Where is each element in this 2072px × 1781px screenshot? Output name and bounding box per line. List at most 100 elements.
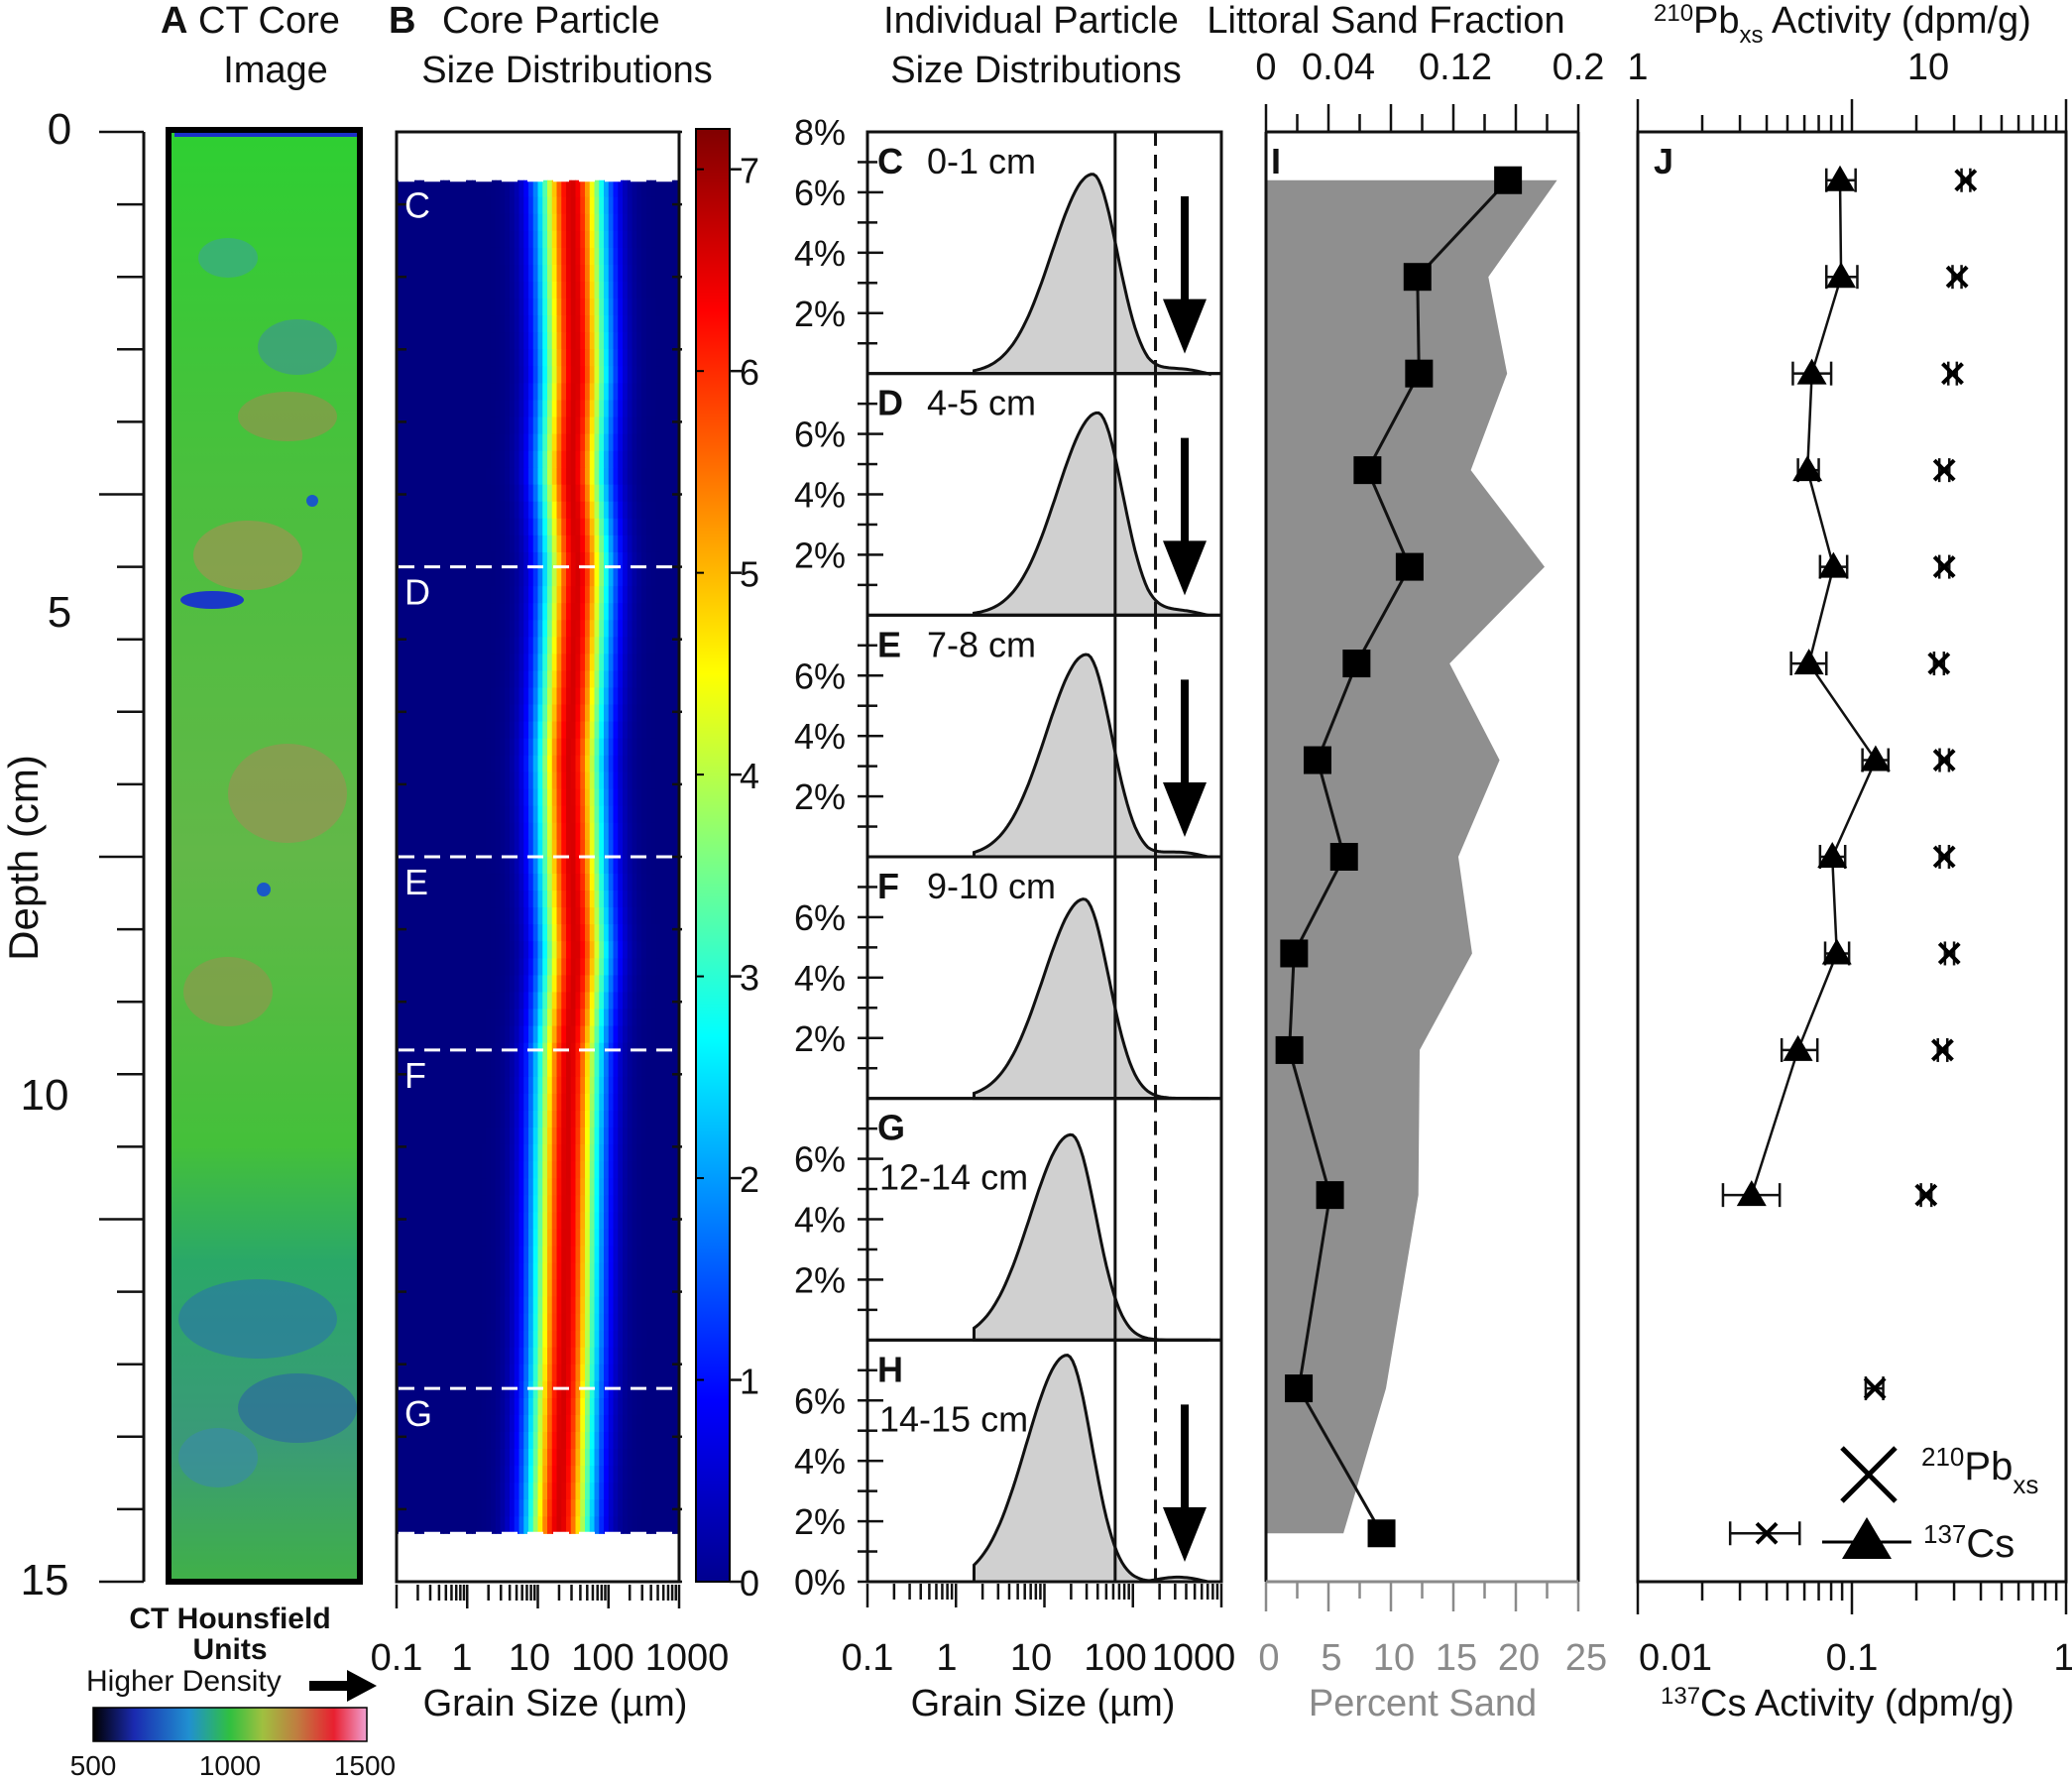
heatmap-cell	[443, 721, 449, 740]
heatmap-cell	[547, 653, 553, 671]
heatmap-cell	[419, 975, 426, 994]
heatmap-cell	[476, 366, 483, 385]
heatmap-cell	[453, 857, 459, 875]
heatmap-cell	[650, 1161, 656, 1179]
heatmap-cell	[585, 704, 591, 723]
heatmap-cell	[401, 230, 407, 249]
heatmap-cell	[438, 1466, 445, 1484]
heatmap-cell	[486, 637, 492, 654]
heatmap-cell	[618, 1093, 624, 1112]
heatmap-cell	[410, 687, 416, 706]
heatmap-cell	[486, 569, 492, 587]
heatmap-cell	[674, 551, 680, 570]
heatmap-cell	[650, 1516, 656, 1534]
heatmap-cell	[585, 1448, 591, 1467]
heatmap-cell	[664, 383, 671, 402]
heatmap-cell	[636, 1380, 642, 1399]
heatmap-cell	[650, 196, 656, 215]
heatmap-cell	[532, 1313, 539, 1332]
heatmap-cell	[467, 1143, 473, 1162]
heatmap-cell	[528, 551, 534, 570]
heatmap-cell	[575, 924, 581, 942]
heatmap-cell	[570, 620, 577, 638]
heatmap-cell	[415, 315, 421, 333]
heatmap-cell	[448, 620, 454, 638]
heatmap-cell	[532, 992, 539, 1010]
heatmap-cell	[627, 1499, 633, 1517]
heatmap-cell	[481, 1059, 487, 1078]
heatmap-cell	[594, 1330, 600, 1349]
heatmap-cell	[462, 534, 468, 553]
heatmap-cell	[457, 738, 464, 757]
heatmap-cell	[580, 907, 586, 925]
heatmap-cell	[613, 1516, 619, 1534]
heatmap-cell	[532, 1516, 539, 1534]
heatmap-cell	[405, 822, 411, 841]
heatmap-cell	[645, 586, 652, 604]
heatmap-cell	[623, 1093, 629, 1112]
heatmap-cell	[636, 1414, 642, 1433]
ct-blob	[238, 392, 337, 441]
heatmap-cell	[632, 1347, 637, 1365]
heatmap-cell	[419, 637, 426, 654]
heatmap-cell	[514, 1431, 520, 1450]
heatmap-cell	[528, 298, 534, 316]
heatmap-cell	[424, 1195, 430, 1213]
heatmap-cell	[495, 822, 502, 841]
heatmap-cell	[467, 1229, 473, 1247]
heatmap-cell	[495, 941, 502, 959]
heatmap-cell	[561, 890, 567, 908]
heatmap-cell	[580, 637, 586, 654]
heatmap-cell	[405, 772, 411, 790]
heatmap-cell	[594, 772, 600, 790]
heatmap-cell	[429, 890, 435, 908]
heatmap-cell	[613, 1246, 619, 1263]
heatmap-cell	[664, 1414, 671, 1433]
heatmap-cell	[505, 282, 511, 299]
heatmap-cell	[532, 213, 539, 232]
heatmap-cell	[505, 670, 511, 689]
heatmap-cell	[556, 1397, 562, 1416]
heatmap-cell	[481, 400, 487, 418]
heatmap-cell	[505, 874, 511, 891]
heatmap-cell	[599, 788, 605, 807]
heatmap-cell	[510, 874, 516, 891]
heatmap-cell	[594, 1262, 600, 1281]
heatmap-cell	[532, 484, 539, 503]
heatmap-cell	[481, 1466, 487, 1484]
heatmap-cell	[481, 687, 487, 706]
heatmap-cell	[410, 1431, 416, 1450]
heatmap-cell	[604, 857, 610, 875]
heatmap-cell	[510, 958, 516, 976]
heatmap-cell	[674, 586, 680, 604]
heatmap-cell	[537, 450, 543, 469]
heatmap-cell	[491, 416, 497, 435]
heatmap-cell	[401, 450, 407, 469]
heatmap-cell	[636, 1042, 642, 1061]
heatmap-cell	[532, 400, 539, 418]
heatmap-cell	[505, 1127, 511, 1145]
heatmap-cell	[537, 603, 543, 621]
heatmap-cell	[580, 416, 586, 435]
heatmap-cell	[486, 1330, 492, 1349]
heatmap-cell	[537, 433, 543, 452]
heatmap-cell	[589, 805, 596, 824]
heatmap-cell	[495, 992, 502, 1010]
title-A-line2: Image	[223, 50, 328, 91]
heatmap-cell	[594, 924, 600, 942]
heatmap-cell	[580, 1380, 586, 1399]
heatmap-cell	[486, 907, 492, 925]
heatmap-cell	[472, 1212, 478, 1230]
heatmap-cell	[566, 755, 572, 773]
heatmap-cell	[674, 1059, 680, 1078]
heatmap-cell	[641, 924, 647, 942]
heatmap-cell	[495, 620, 502, 638]
heatmap-cell	[585, 366, 591, 385]
heatmap-cell	[613, 907, 619, 925]
heatmap-cell	[434, 179, 440, 198]
heatmap-cell	[604, 433, 610, 452]
heatmap-cell	[419, 315, 426, 333]
panel-letter-A: A	[161, 0, 187, 42]
heatmap-cell	[623, 941, 629, 959]
heatmap-cell	[401, 213, 407, 232]
